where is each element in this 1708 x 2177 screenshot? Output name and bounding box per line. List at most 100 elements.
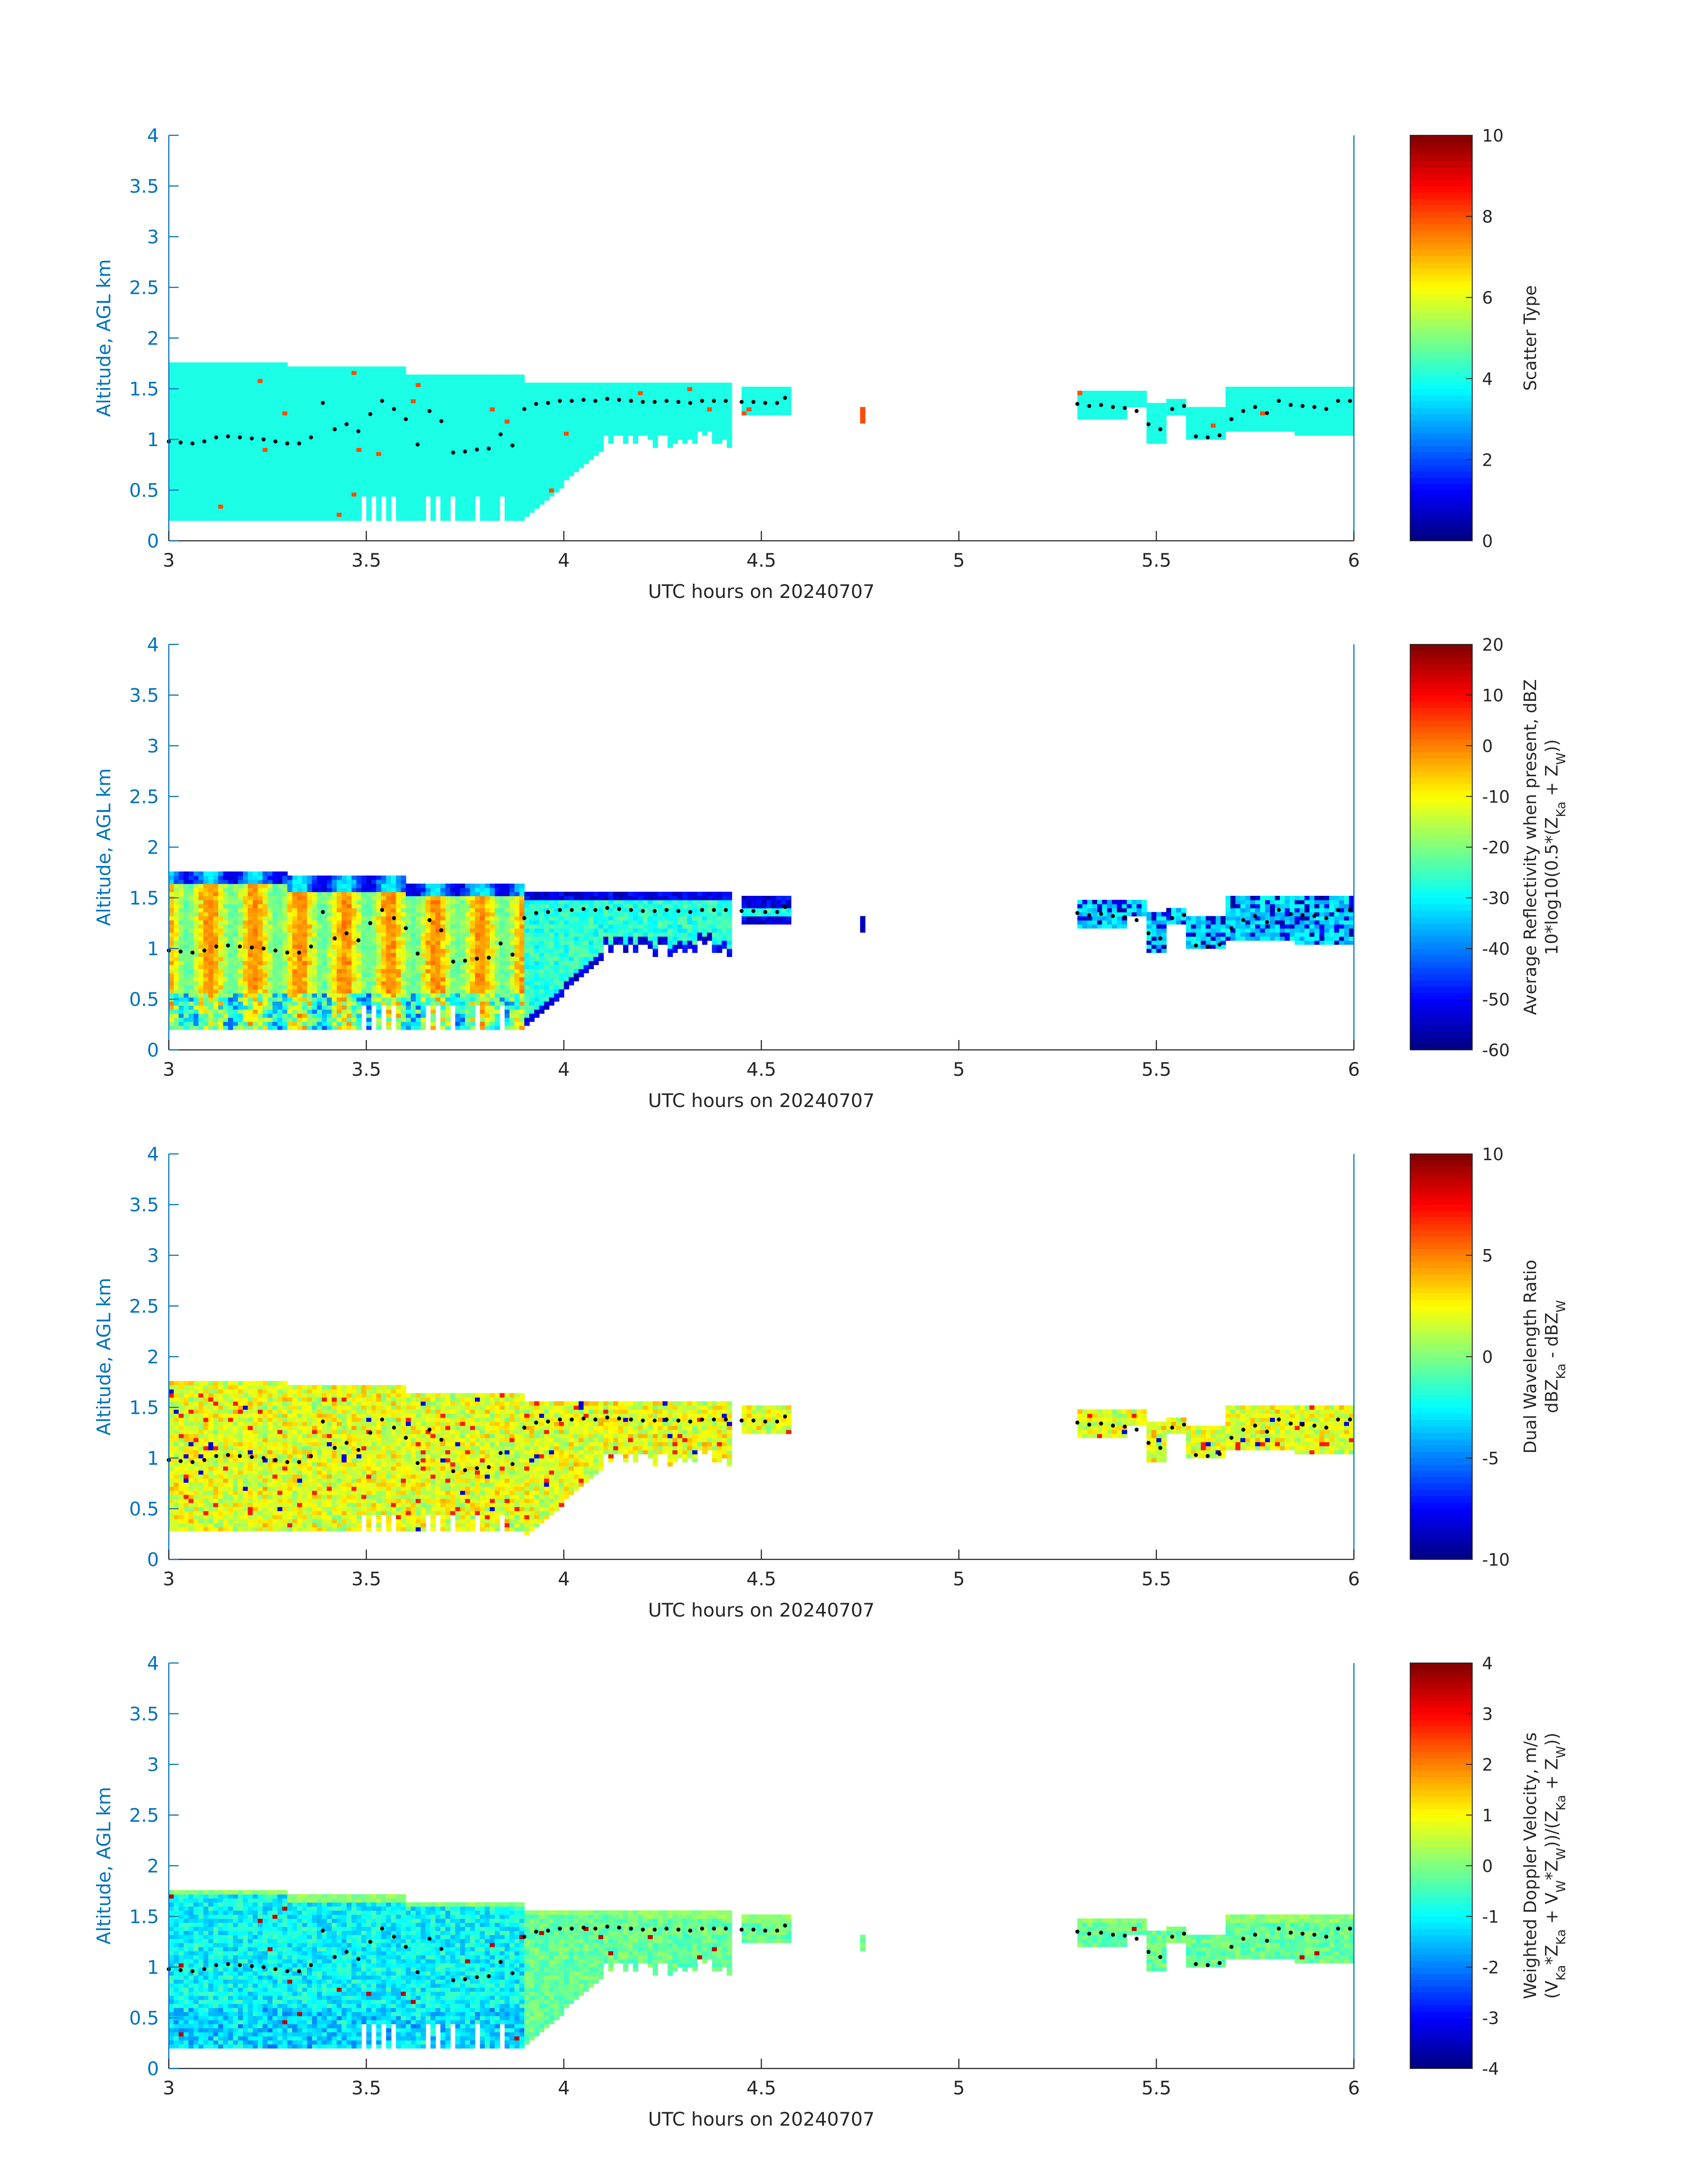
heatmap-cell (494, 395, 500, 399)
heatmap-cell (529, 443, 535, 448)
heatmap-cell (1255, 407, 1261, 412)
heatmap-cell (253, 447, 258, 452)
heatmap-cell (776, 391, 782, 395)
heatmap-cell (297, 427, 303, 432)
heatmap-cell (727, 423, 732, 428)
heatmap-cell (702, 423, 708, 428)
heatmap-cell (218, 981, 224, 986)
heatmap-cell (445, 468, 451, 472)
heatmap-cell (746, 403, 752, 408)
heatmap-cell (421, 419, 426, 424)
heatmap-cell (263, 949, 268, 953)
heatmap-cell (282, 435, 288, 440)
heatmap-cell (405, 427, 411, 432)
heatmap-cell (499, 476, 505, 481)
heatmap-cell (238, 472, 243, 476)
heatmap-cell (484, 504, 490, 509)
heatmap-cell (494, 382, 500, 387)
heatmap-cell (317, 455, 322, 460)
heatmap-cell (342, 500, 347, 505)
heatmap-cell (455, 435, 461, 440)
heatmap-cell (213, 997, 219, 1002)
heatmap-cell (223, 875, 229, 880)
heatmap-cell (421, 399, 426, 404)
heatmap-cell (391, 382, 397, 387)
heatmap-cell (247, 362, 253, 367)
heatmap-cell (213, 415, 219, 420)
heatmap-cell (198, 1025, 204, 1030)
heatmap-cell (297, 516, 303, 521)
heatmap-cell (643, 423, 648, 428)
heatmap-cell (505, 419, 510, 424)
heatmap-cell (1102, 415, 1107, 420)
heatmap-cell (410, 387, 416, 391)
heatmap-cell (1319, 423, 1325, 428)
heatmap-cell (445, 460, 451, 464)
heatmap-cell (193, 415, 199, 420)
heatmap-cell (258, 366, 263, 371)
heatmap-cell (623, 403, 629, 408)
heatmap-cell (480, 455, 485, 460)
heatmap-cell (263, 896, 268, 900)
heatmap-cell (238, 985, 243, 990)
heatmap-cell (465, 411, 471, 416)
heatmap-cell (198, 431, 204, 436)
heatmap-cell (287, 504, 293, 509)
heatmap-cell (386, 443, 392, 448)
heatmap-cell (307, 447, 313, 452)
heatmap-cell (1324, 423, 1330, 428)
heatmap-cell (233, 1009, 238, 1014)
heatmap-cell (174, 362, 179, 367)
heatmap-cell (203, 944, 209, 949)
heatmap-cell (218, 883, 224, 888)
heatmap-cell (509, 455, 515, 460)
heatmap-cell (188, 451, 194, 456)
heatmap-cell (351, 431, 357, 436)
heatmap-cell (396, 431, 401, 436)
heatmap-cell (381, 395, 387, 399)
heatmap-cell (1127, 403, 1132, 408)
heatmap-cell (228, 374, 234, 379)
heatmap-cell (465, 423, 471, 428)
heatmap-cell (188, 1001, 194, 1006)
heatmap-cell (247, 419, 253, 424)
colorbar-swatch (1410, 198, 1472, 205)
cloud-base-dot (629, 399, 633, 403)
heatmap-cell (386, 407, 392, 412)
heatmap-cell (193, 492, 199, 497)
heatmap-cell (188, 985, 194, 990)
heatmap-cell (1324, 395, 1330, 399)
heatmap-cell (247, 961, 253, 965)
heatmap-cell (263, 912, 268, 917)
heatmap-cell (401, 516, 406, 521)
heatmap-cell (647, 419, 653, 424)
heatmap-cell (1280, 391, 1285, 395)
heatmap-cell (1309, 399, 1315, 404)
heatmap-cell (460, 460, 466, 464)
heatmap-cell (470, 427, 476, 432)
heatmap-cell (203, 403, 209, 408)
heatmap-cell (440, 476, 446, 481)
heatmap-cell (282, 362, 288, 367)
heatmap-cell (193, 891, 199, 896)
heatmap-cell (267, 431, 273, 436)
heatmap-cell (430, 464, 436, 468)
heatmap-cell (386, 472, 392, 476)
heatmap-cell (208, 423, 214, 428)
heatmap-cell (371, 387, 377, 391)
heatmap-cell (253, 423, 258, 428)
heatmap-cell (351, 460, 357, 464)
heatmap-cell (223, 1017, 229, 1022)
heatmap-cell (302, 395, 308, 399)
heatmap-cell (1255, 403, 1261, 408)
heatmap-cell (1206, 419, 1211, 424)
heatmap-cell (347, 516, 352, 521)
heatmap-cell (667, 395, 673, 399)
heatmap-cell (361, 395, 367, 399)
colorbar-swatch (1410, 319, 1472, 326)
heatmap-cell (1344, 391, 1349, 395)
heatmap-cell (193, 1021, 199, 1026)
colorbar-swatch (1410, 534, 1472, 541)
heatmap-cell (568, 443, 574, 448)
heatmap-cell (401, 423, 406, 428)
